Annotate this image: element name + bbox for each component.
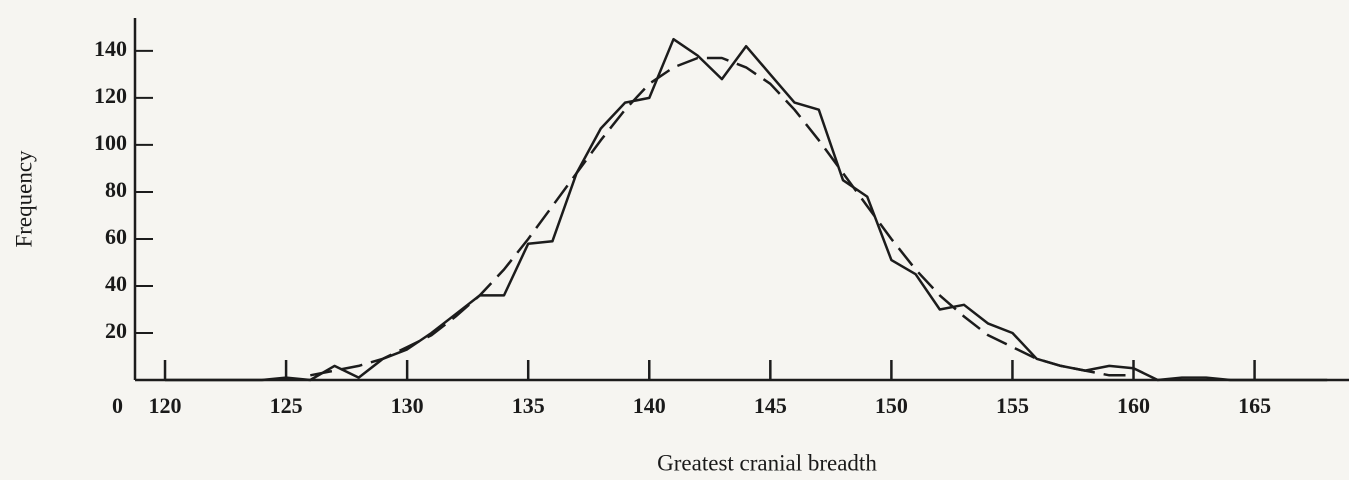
- x-tick-label: 135: [512, 393, 545, 418]
- x-tick-label: 165: [1238, 393, 1271, 418]
- x-tick-label: 160: [1117, 393, 1150, 418]
- y-tick-label: 100: [94, 130, 127, 155]
- y-tick-label: 40: [105, 271, 127, 296]
- x-tick-label: 155: [996, 393, 1029, 418]
- fitted-curve: [310, 56, 1134, 377]
- y-tick-label: 60: [105, 224, 127, 249]
- y-axis-title: Frequency: [11, 150, 36, 248]
- x-tick-label: 125: [270, 393, 303, 418]
- x-tick-label: 145: [754, 393, 787, 418]
- x-axis-title: Greatest cranial breadth: [657, 450, 877, 475]
- y-tick-label: 80: [105, 177, 127, 202]
- y-tick-label: 0: [112, 393, 123, 418]
- x-tick-label: 140: [633, 393, 666, 418]
- x-tick-label: 130: [391, 393, 424, 418]
- x-tick-label: 150: [875, 393, 908, 418]
- y-tick-label: 140: [94, 36, 127, 61]
- y-tick-label: 120: [94, 83, 127, 108]
- y-tick-label: 20: [105, 318, 127, 343]
- x-tick-label: 120: [149, 393, 182, 418]
- observed-line: [165, 37, 1328, 382]
